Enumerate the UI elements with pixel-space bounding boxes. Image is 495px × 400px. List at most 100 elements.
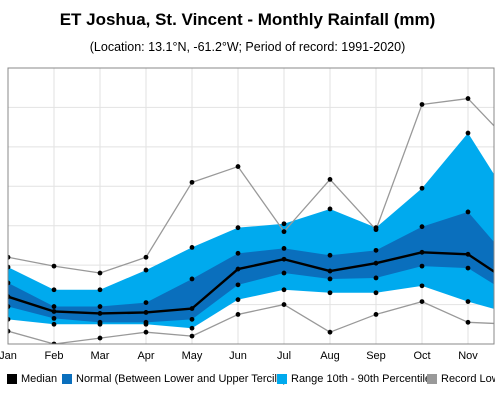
- point-upper_tercile-sep: [373, 247, 379, 253]
- point-record_high-jun: [235, 164, 241, 169]
- point-record_high-apr: [143, 254, 149, 260]
- point-p10-mar: [97, 321, 103, 327]
- point-p10-apr: [143, 321, 149, 327]
- legend-swatch-range: [277, 374, 287, 384]
- point-upper_tercile-nov: [465, 209, 471, 215]
- line-median: [8, 251, 494, 315]
- point-p90-may: [189, 245, 195, 250]
- point-upper_tercile-may: [189, 276, 195, 282]
- point-record_low-jun: [235, 312, 241, 317]
- point-p10-jul: [281, 287, 287, 293]
- point-median-jul: [281, 256, 287, 262]
- legend-swatch-record: [427, 374, 437, 384]
- point-median-jan: [8, 294, 11, 300]
- series-points: [8, 96, 471, 344]
- point-p90-apr: [143, 267, 149, 273]
- point-record_high-feb: [51, 263, 57, 269]
- x-tick-aug: Aug: [320, 350, 340, 362]
- x-tick-nov: Nov: [458, 350, 478, 362]
- point-lower_tercile-nov: [465, 265, 471, 271]
- point-median-aug: [327, 268, 333, 274]
- point-median-may: [189, 306, 195, 311]
- point-record_low-may: [189, 333, 195, 339]
- point-upper_tercile-jul: [281, 245, 287, 251]
- point-median-oct: [419, 249, 425, 255]
- point-record_low-feb: [51, 341, 57, 344]
- point-record_high-mar: [97, 270, 103, 276]
- point-median-nov: [465, 251, 471, 257]
- point-p90-oct: [419, 185, 425, 191]
- x-tick-feb: Feb: [45, 350, 64, 362]
- legend-swatch-median: [7, 374, 17, 384]
- point-upper_tercile-mar: [97, 304, 103, 309]
- point-record_low-jan: [8, 328, 11, 334]
- point-record_high-jan: [8, 254, 11, 260]
- point-median-sep: [373, 260, 379, 266]
- point-p10-feb: [51, 321, 57, 327]
- point-record_low-aug: [327, 329, 333, 335]
- point-record_high-oct: [419, 102, 425, 107]
- point-lower_tercile-sep: [373, 275, 379, 281]
- point-record_low-sep: [373, 312, 379, 317]
- point-p90-nov: [465, 130, 471, 136]
- point-median-jun: [235, 266, 241, 272]
- point-record_low-nov: [465, 319, 471, 325]
- x-tick-oct: Oct: [413, 350, 430, 362]
- point-upper_tercile-apr: [143, 300, 149, 305]
- point-record_high-jul: [281, 229, 287, 235]
- band-10-90-percentile: [8, 133, 494, 329]
- point-p10-sep: [373, 290, 379, 296]
- point-upper_tercile-jun: [235, 250, 241, 256]
- legend-item-median: Median: [7, 373, 57, 385]
- point-p90-mar: [97, 287, 103, 293]
- point-p10-jun: [235, 297, 241, 303]
- point-upper_tercile-feb: [51, 304, 57, 309]
- x-tick-jun: Jun: [229, 350, 247, 362]
- point-record_high-may: [189, 179, 195, 185]
- x-tick-jan: Jan: [0, 350, 17, 362]
- point-p90-aug: [327, 206, 333, 212]
- point-lower_tercile-feb: [51, 315, 57, 321]
- line-record-low: [8, 300, 494, 344]
- legend-label-normal: Normal (Between Lower and Upper Tercile): [76, 373, 287, 385]
- legend-label-median: Median: [21, 373, 58, 385]
- point-record_low-apr: [143, 329, 149, 335]
- point-p90-sep: [373, 225, 379, 231]
- point-p10-oct: [419, 283, 425, 289]
- series-lines: [8, 97, 494, 344]
- point-record_high-aug: [327, 176, 333, 182]
- point-p90-feb: [51, 287, 57, 293]
- point-p10-aug: [327, 290, 333, 296]
- point-lower_tercile-jan: [8, 304, 11, 309]
- point-p10-jan: [8, 316, 11, 322]
- x-tick-may: May: [182, 350, 203, 362]
- point-record_low-oct: [419, 299, 425, 305]
- point-record_low-jul: [281, 302, 287, 307]
- point-upper_tercile-jan: [8, 280, 11, 286]
- point-median-mar: [97, 311, 103, 316]
- x-tick-apr: Apr: [137, 350, 154, 362]
- point-record_low-mar: [97, 335, 103, 341]
- chart-subtitle: (Location: 13.1°N, -61.2°W; Period of re…: [89, 40, 406, 54]
- x-tick-jul: Jul: [277, 350, 291, 362]
- legend-label-range: Range 10th - 90th Percentile: [291, 373, 432, 385]
- legend-swatch-normal: [62, 374, 72, 384]
- point-median-apr: [143, 310, 149, 315]
- line-record-high: [8, 97, 494, 274]
- plot-frame: [7, 67, 495, 345]
- point-p90-jan: [8, 264, 11, 270]
- point-lower_tercile-may: [189, 316, 195, 322]
- point-p90-jul: [281, 221, 287, 227]
- point-p10-nov: [465, 299, 471, 305]
- point-lower_tercile-aug: [327, 276, 333, 282]
- point-lower_tercile-oct: [419, 263, 425, 269]
- x-tick-labels: JanFebMarAprMayJunJulAugSepOctNovDec: [0, 350, 478, 362]
- point-p90-jun: [235, 225, 241, 231]
- point-lower_tercile-jun: [235, 282, 241, 288]
- point-lower_tercile-jul: [281, 270, 287, 276]
- chart-title: ET Joshua, St. Vincent - Monthly Rainfal…: [59, 10, 436, 29]
- x-tick-mar: Mar: [91, 350, 110, 362]
- legend-item-normal: Normal (Between Lower and Upper Tercile): [62, 373, 287, 385]
- point-p10-may: [189, 325, 195, 331]
- point-upper_tercile-oct: [419, 224, 425, 230]
